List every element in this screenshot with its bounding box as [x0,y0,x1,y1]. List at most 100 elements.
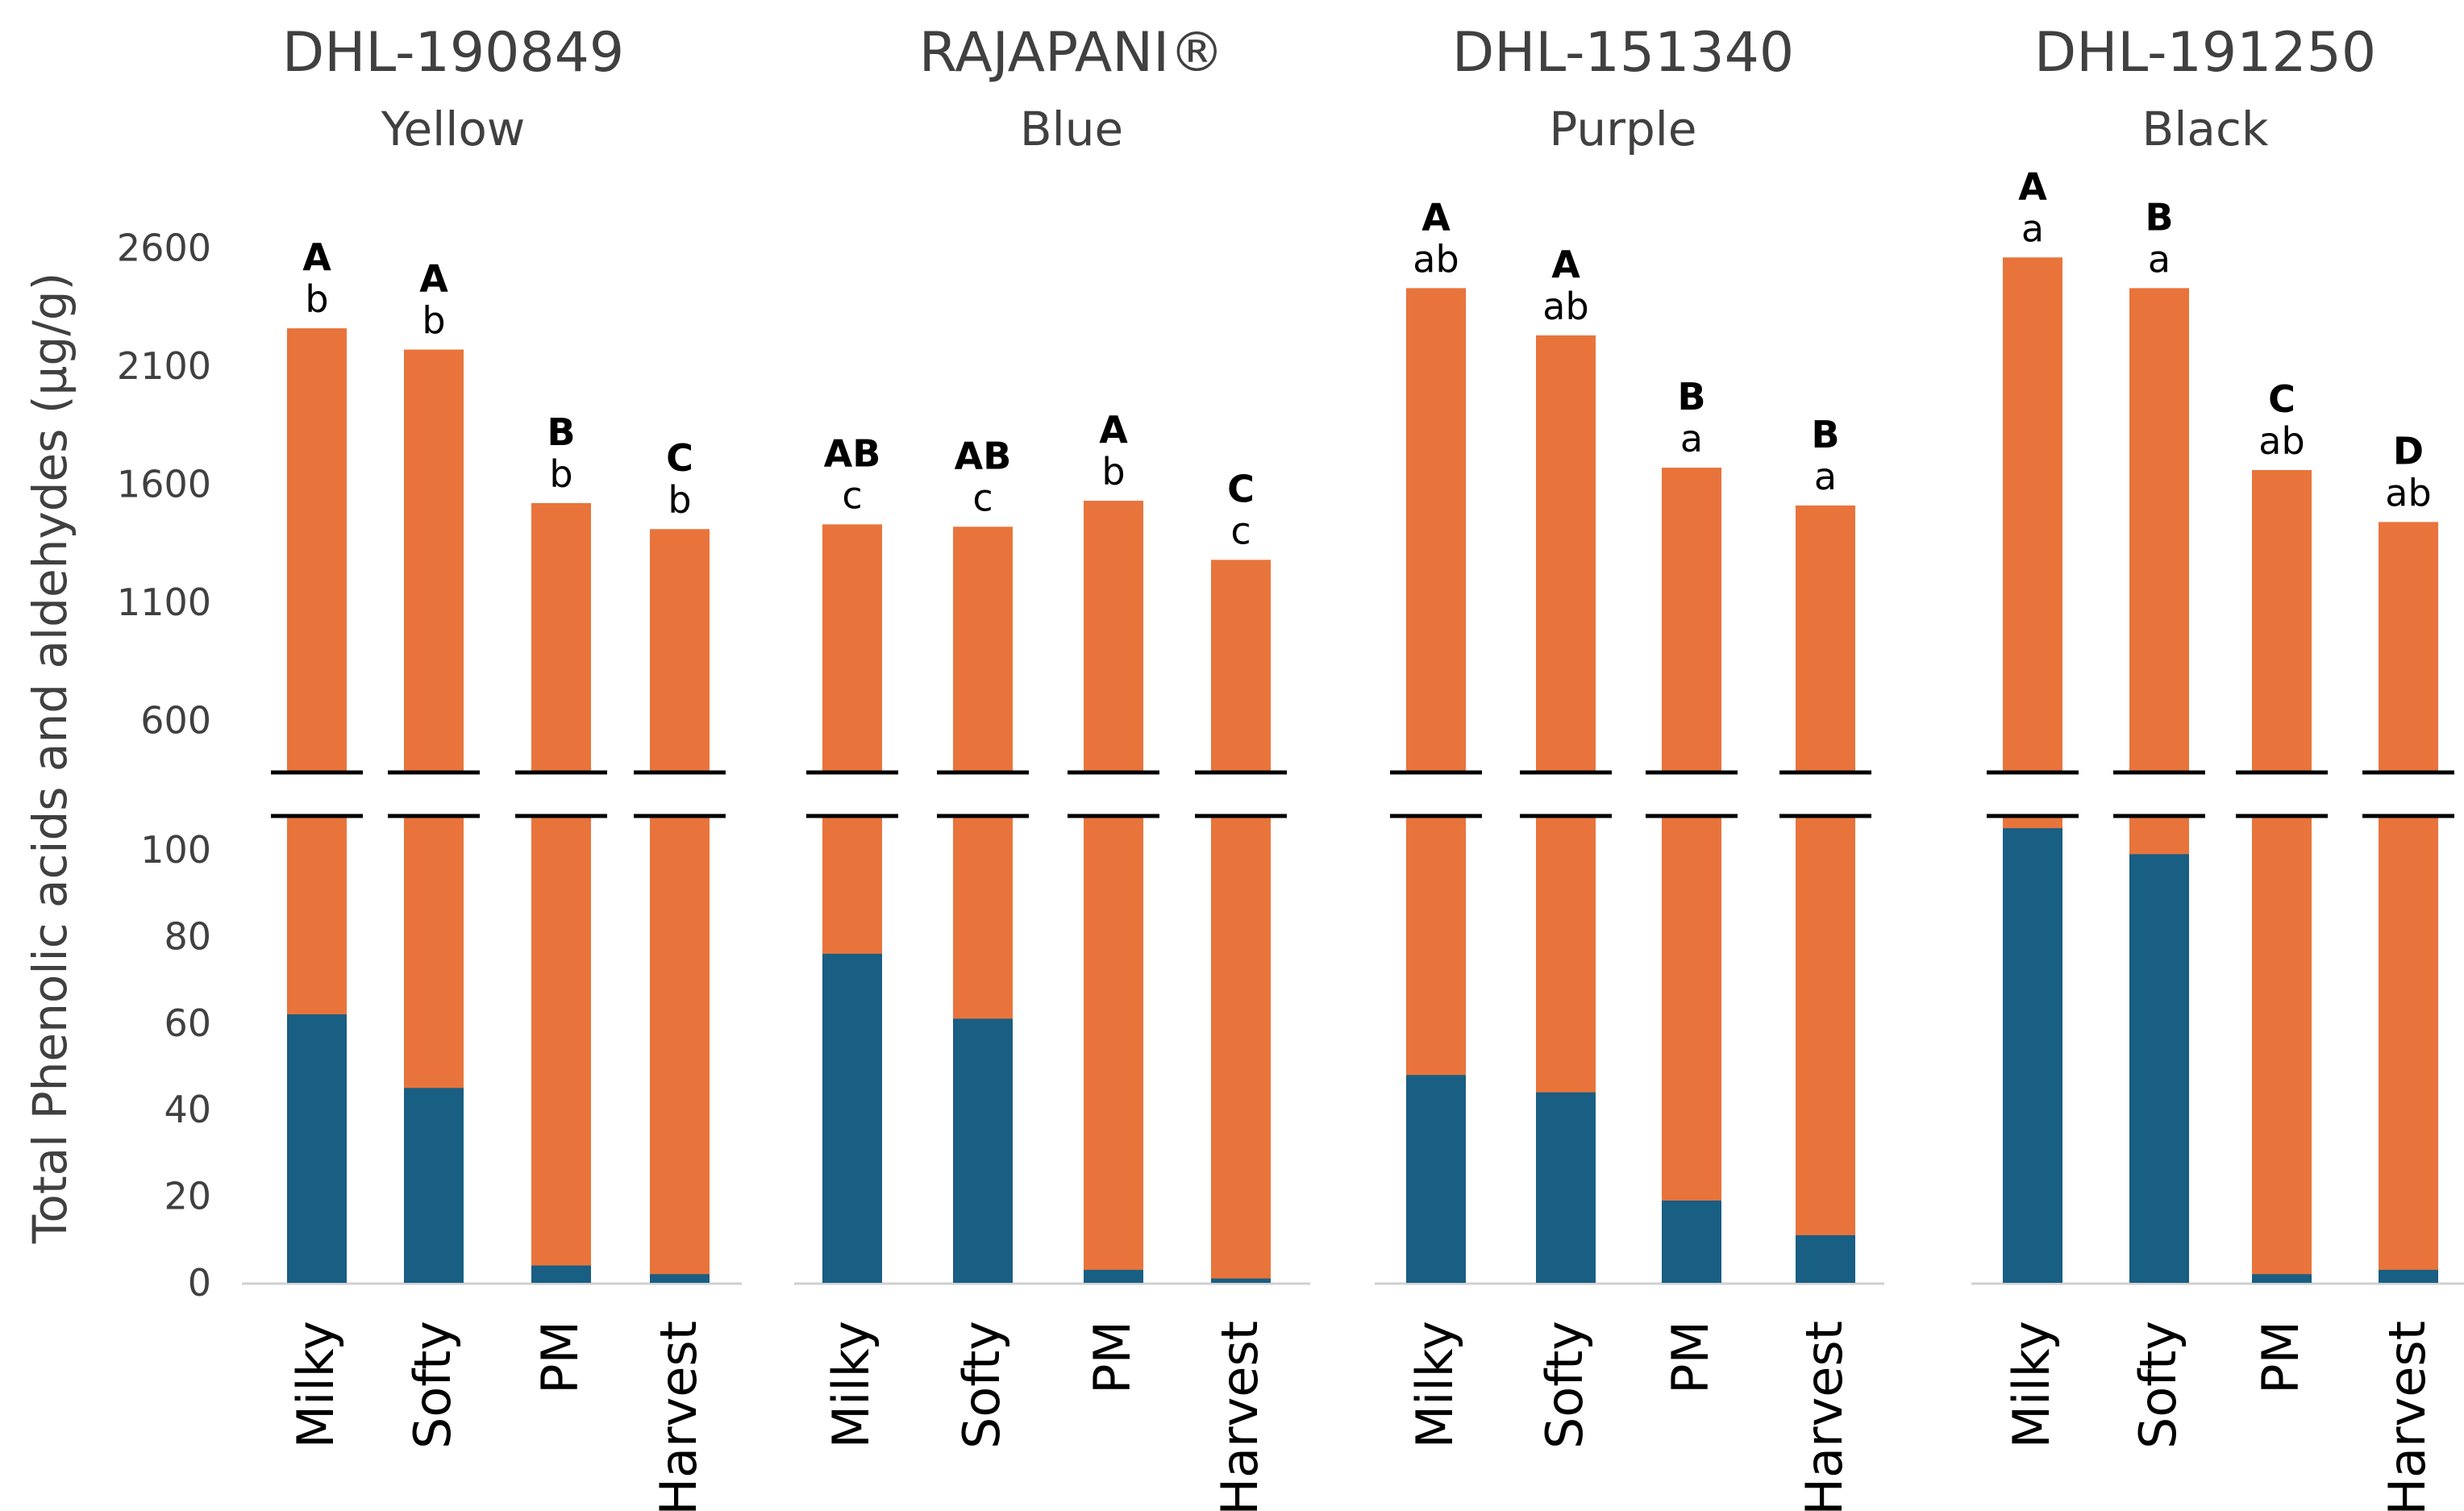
bar-total-upper [1536,335,1596,772]
bar-inner-component [2003,828,2062,1283]
panel: DHL-191250BlackaAMilkyaBSoftyabCPMabDHar… [1971,21,2464,1511]
significance-letter-upper: C [666,436,693,480]
significance-letter-lower: ab [1542,285,1588,328]
significance-letter-upper: A [1099,408,1128,452]
significance-letter-lower: ab [1413,237,1459,281]
significance-letter-upper: AB [955,434,1012,477]
y-tick-lower: 0 [188,1261,211,1305]
bar-inner-component [1406,1075,1466,1283]
bar-total-upper [650,529,710,772]
bar-total-upper [2379,522,2438,772]
significance-letter-upper: B [547,410,575,454]
significance-letter-lower: ab [2258,419,2304,463]
y-tick-upper: 2100 [117,344,211,388]
y-ticks-lower: 0 20 40 60 80 100 [140,828,211,1305]
bar-inner-component [1662,1200,1721,1283]
significance-letter-lower: c [1230,509,1251,552]
y-tick-lower: 80 [164,914,211,958]
x-tick-label: PM [531,1321,589,1394]
x-tick-label: Milky [822,1321,880,1448]
bar-inner-component [1211,1278,1271,1283]
significance-letter-lower: a [1814,455,1837,498]
bar-total-lower [2379,816,2438,1283]
x-tick-label: Softy [952,1321,1011,1449]
significance-letter-upper: A [302,235,331,279]
y-tick-lower: 40 [164,1088,211,1131]
significance-letter-lower: a [1680,417,1703,460]
panel: DHL-151340PurpleabAMilkyabASoftyaBPMaBHa… [1375,21,1884,1511]
panel: RAJAPANI®BluecABMilkycABSoftybAPMcCHarve… [794,21,1310,1511]
bar-total-upper [287,328,347,772]
bar-total-lower [650,816,710,1283]
panel-title: RAJAPANI® [919,21,1224,85]
significance-letter-lower: a [2148,237,2171,281]
significance-letter-lower: c [842,473,862,517]
x-tick-label: Softy [2129,1321,2187,1449]
y-axis-label: Total Phenolic acids and aldehydes (µg/g… [23,273,77,1244]
bar-total-lower [1796,816,1855,1283]
bar-total-upper [1211,560,1271,772]
bar-inner-component [2129,854,2189,1283]
bar-inner-component [287,1014,347,1283]
bar-total-upper [2003,257,2062,772]
bar-total-lower [1084,816,1143,1283]
significance-letter-upper: A [1421,195,1451,239]
significance-letter-lower: b [305,277,328,321]
bar-inner-component [1796,1234,1855,1283]
y-ticks-upper: 600 1100 1600 2100 2600 [117,227,211,743]
significance-letter-upper: C [2268,377,2295,421]
bar-inner-component [650,1274,710,1283]
bar-inner-component [1536,1092,1596,1283]
panel-subtitle: Purple [1549,102,1696,156]
bar-total-upper [2252,469,2312,772]
bar-total-upper [1084,501,1143,772]
significance-letter-upper: AB [824,431,881,475]
bar-total-upper [1796,505,1855,772]
significance-letter-upper: B [2145,195,2173,239]
significance-letter-upper: A [2018,164,2047,208]
significance-letter-upper: A [1551,243,1580,286]
bar-total-upper [1406,288,1466,773]
bar-total-upper [2129,288,2189,773]
significance-letter-upper: B [1677,375,1705,418]
significance-letter-lower: b [668,478,691,522]
y-tick-lower: 20 [164,1175,211,1218]
panel-subtitle: Black [2142,102,2269,156]
significance-letter-upper: C [1227,467,1255,510]
y-tick-lower: 100 [140,828,211,872]
panel-subtitle: Yellow [381,102,526,156]
bar-total-lower [1211,816,1271,1283]
x-tick-label: Harvest [1210,1321,1269,1511]
x-tick-label: Softy [403,1321,462,1449]
bar-inner-component [953,1018,1013,1283]
panel-subtitle: Blue [1020,102,1123,156]
bar-total-lower [531,816,591,1283]
y-tick-upper: 2600 [117,227,211,270]
bar-total-lower [2252,816,2312,1283]
x-tick-label: Milky [2002,1321,2061,1448]
bar-total-upper [531,502,591,772]
bar-inner-component [2379,1269,2438,1283]
x-tick-label: PM [1083,1321,1142,1394]
significance-letter-upper: B [1811,413,1839,456]
x-tick-label: Harvest [649,1321,708,1511]
bar-inner-component [531,1265,591,1283]
x-tick-label: Milky [286,1321,345,1448]
x-tick-label: Harvest [2378,1321,2437,1511]
panel-title: DHL-191250 [2034,21,2376,85]
significance-letter-lower: b [422,299,445,343]
bar-total-upper [822,524,882,772]
significance-letter-lower: a [2021,206,2044,250]
panel: DHL-190849YellowbAMilkybASoftybBPMbCHarv… [242,21,742,1511]
y-tick-upper: 1600 [117,463,211,506]
bar-total-upper [953,527,1013,772]
panels: DHL-190849YellowbAMilkybASoftybBPMbCHarv… [242,21,2464,1511]
x-tick-label: PM [2251,1321,2310,1394]
significance-letter-lower: b [549,452,572,496]
bar-inner-component [822,953,882,1283]
panel-title: DHL-151340 [1452,21,1794,85]
y-tick-upper: 1100 [117,581,211,624]
bar-inner-component [404,1088,464,1283]
x-tick-label: PM [1661,1321,1720,1394]
